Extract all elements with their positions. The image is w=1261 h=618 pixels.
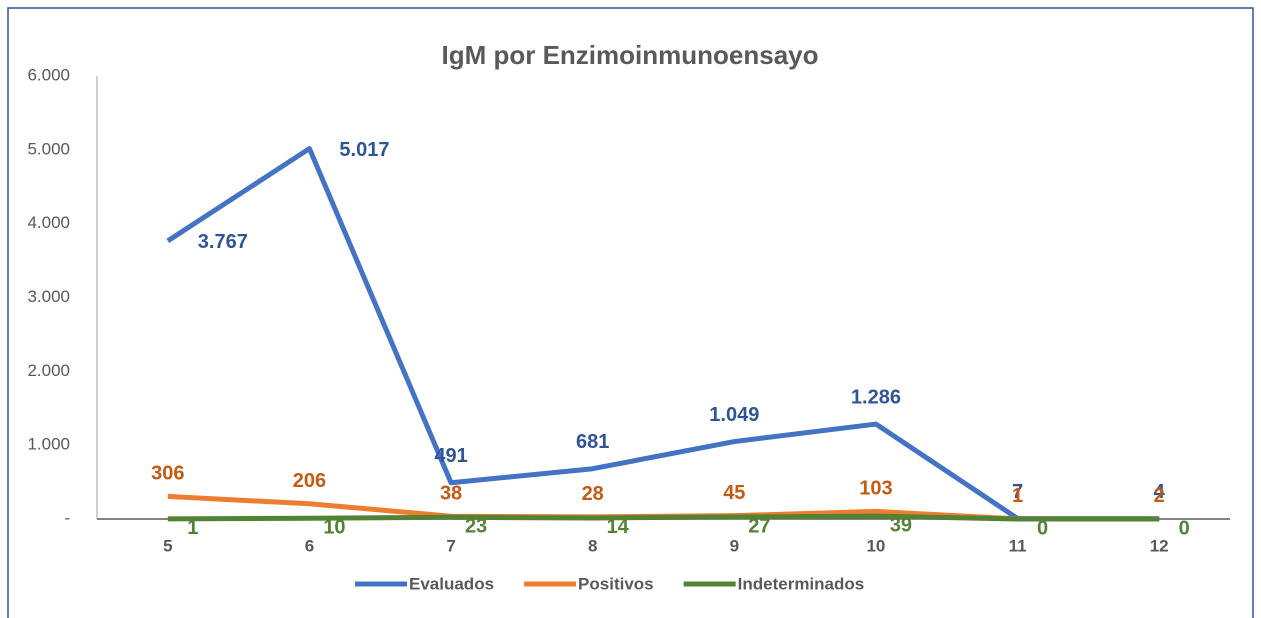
data-label: 681 (576, 431, 609, 453)
data-label: 103 (859, 478, 892, 500)
data-label: 14 (607, 516, 630, 538)
x-tick-label: 10 (866, 536, 885, 555)
data-label: 7 (1012, 481, 1023, 503)
data-label: 491 (434, 445, 467, 467)
data-label: 28 (582, 483, 604, 505)
y-tick-label: - (64, 508, 70, 527)
data-label: 0 (1179, 517, 1190, 539)
y-tick-label: 2.000 (27, 361, 70, 380)
line-series (167, 513, 1160, 522)
data-label: 2 (1154, 485, 1165, 507)
data-label: 1.049 (709, 404, 759, 426)
data-label: 27 (748, 515, 770, 537)
data-label: 39 (890, 514, 912, 536)
y-tick-label: 4.000 (27, 213, 70, 232)
x-tick-label: 7 (446, 536, 455, 555)
data-label: 206 (293, 470, 326, 492)
x-tick-label: 8 (588, 536, 597, 555)
x-tick-label: 6 (305, 536, 314, 555)
x-tick-label: 12 (1150, 536, 1169, 555)
data-label: 5.017 (339, 139, 389, 161)
data-label: 1 (1012, 485, 1023, 507)
y-tick-label: 1.000 (27, 435, 70, 454)
data-label: 38 (440, 482, 462, 504)
x-tick-label: 5 (163, 536, 172, 555)
data-label: 0 (1037, 517, 1048, 539)
legend-label: Positivos (578, 574, 654, 593)
data-label: 306 (151, 463, 184, 485)
data-label: 1.286 (851, 386, 901, 408)
data-label: 3.767 (198, 231, 248, 253)
line-series (166, 146, 1160, 522)
y-tick-label: 5.000 (27, 139, 70, 158)
data-label: 1 (187, 517, 198, 539)
data-label: 45 (723, 482, 745, 504)
y-tick-label: 3.000 (27, 287, 70, 306)
x-tick-label: 9 (730, 536, 739, 555)
chart-title: IgM por Enzimoinmunoensayo (441, 40, 818, 70)
y-tick-label: 6.000 (27, 65, 70, 84)
x-tick-label: 11 (1009, 536, 1027, 555)
data-label: 10 (323, 517, 345, 539)
data-label: 23 (465, 516, 487, 538)
data-label: 4 (1154, 481, 1166, 503)
legend-label: Evaluados (409, 574, 494, 593)
legend-label: Indeterminados (738, 574, 865, 593)
chart-border (7, 7, 1254, 618)
